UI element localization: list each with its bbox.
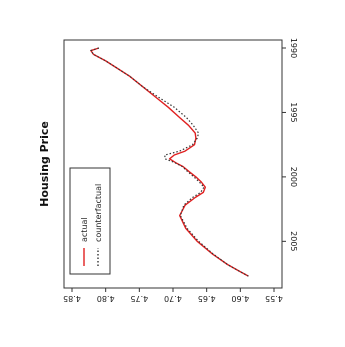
year-tick-label: 2005 <box>289 231 298 251</box>
series-line-counterfactual <box>90 47 249 277</box>
legend-box <box>69 167 111 275</box>
value-tick-label: 4.85 <box>63 294 81 303</box>
value-axis: 4.55 4.60 4.65 4.70 4.75 4.80 4.85 <box>63 288 283 303</box>
legend-label-counterfactual: counterfactual <box>94 184 103 242</box>
year-tick-label: 1990 <box>289 38 298 58</box>
year-axis: 1990 1995 2000 2005 <box>282 38 298 252</box>
value-tick-label: 4.75 <box>130 294 148 303</box>
series-line-actual <box>90 47 249 277</box>
value-tick-label: 4.70 <box>164 294 182 303</box>
value-tick-label: 4.80 <box>97 294 115 303</box>
value-tick-label: 4.65 <box>198 294 216 303</box>
year-tick-label: 2000 <box>289 167 298 187</box>
legend: actual counterfactual <box>69 167 111 275</box>
value-tick-label: 4.60 <box>231 294 249 303</box>
value-tick-label: 4.55 <box>265 294 283 303</box>
series-layer <box>90 47 249 277</box>
chart-title: Housing Price <box>38 121 51 207</box>
year-tick-label: 1995 <box>289 102 298 122</box>
legend-label-actual: actual <box>80 217 89 242</box>
